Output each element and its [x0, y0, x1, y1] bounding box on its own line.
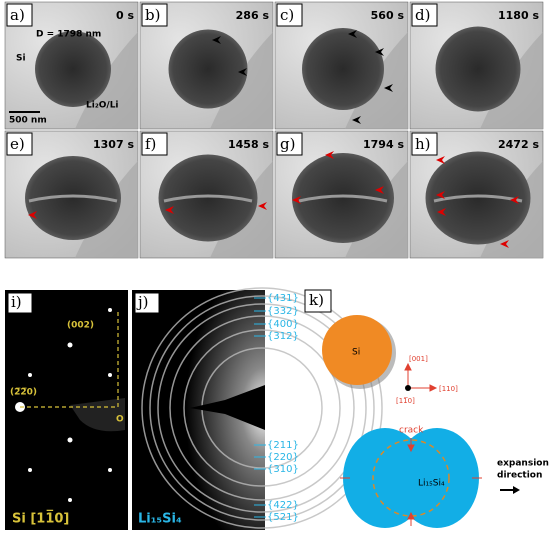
arrow: [437, 208, 446, 216]
label-box: [276, 3, 303, 27]
ring-label: {220}: [267, 452, 299, 463]
ring-label: {312}: [267, 331, 299, 342]
time-label: 2472 s: [498, 138, 539, 151]
particle: [425, 151, 531, 245]
label-box: [6, 3, 33, 27]
panel-label: g): [280, 135, 295, 153]
time-label: 286 s: [236, 9, 270, 22]
ring-labels: {431} {332} {400}{312} {211}{220}{310} {422}…: [254, 293, 299, 523]
tem-panel: e) 1307 s: [4, 130, 139, 259]
ring-label: {422}: [267, 500, 299, 511]
particle: [158, 154, 258, 242]
tem-grid: a) 0 s b) 286 s c) 560 s d) 1180 s e) 1307 s f) 145…: [4, 1, 544, 259]
crack: [163, 194, 253, 203]
panel-label: b): [145, 6, 160, 24]
panel-label: f): [145, 135, 156, 153]
arrow: [436, 156, 445, 164]
tem-panel: a) 0 s: [4, 1, 139, 130]
panel-label: k): [309, 291, 324, 309]
substrate-label: Li₂O/Li: [86, 101, 119, 111]
tem-panel: g) 1794 s: [274, 130, 409, 259]
particle: [168, 29, 248, 109]
panel-label: c): [280, 6, 294, 24]
diameter-label: D = 1798 nm: [36, 30, 101, 40]
time-label: 1794 s: [363, 138, 404, 151]
tem-panel: d) 1180 s: [409, 1, 544, 130]
arrow: [352, 116, 361, 124]
time-label: 1458 s: [228, 138, 269, 151]
panel-k: k) Si [001] [110] [11̅0] crack Li₁₅Si₄ e…: [304, 289, 549, 528]
spot-label: (002): [67, 321, 94, 331]
arrow: [348, 30, 357, 38]
panel-j: j) {431}{332}{400}{312}{211}{220}{310}{4…: [132, 287, 383, 530]
arrow: [325, 151, 334, 159]
arrow: [436, 191, 445, 199]
particle-label: Si: [352, 348, 360, 358]
panel-label: j): [136, 293, 149, 311]
si-particle: [322, 315, 392, 385]
arrow: [510, 196, 519, 204]
phase-label: Li₁₅Si₄: [138, 512, 182, 527]
ring-label: {332}: [267, 306, 299, 317]
label-box: [6, 132, 33, 156]
panel-i: i) (002) (2̅2̅0) O Si [11̅0]: [5, 290, 128, 530]
label-box: [141, 3, 168, 27]
tem-panel: c) 560 s: [274, 1, 409, 130]
particle: [435, 26, 521, 112]
panel-label: e): [10, 135, 25, 153]
arrow: [375, 186, 384, 194]
scale-label: 500 nm: [9, 116, 47, 126]
ring-label: {521}: [267, 512, 299, 523]
particle: [25, 156, 121, 240]
particle: [292, 153, 394, 243]
tem-panel: h) 2472 s: [409, 130, 544, 259]
time-label: 0 s: [116, 9, 134, 22]
expansion-label: expansion: [497, 459, 549, 469]
panel-a-labels: D = 1798 nm Si Li₂O/Li 500 nm: [9, 30, 119, 126]
arrow: [384, 84, 393, 92]
spot-label: (2̅2̅0): [10, 388, 37, 398]
arrow: [165, 206, 174, 214]
origin-label: O: [116, 415, 124, 425]
crack-label: crack: [399, 426, 424, 436]
label-box: [411, 3, 438, 27]
time-label: 560 s: [371, 9, 405, 22]
axis-label: [110]: [439, 385, 458, 393]
axis-label: [11̅0]: [396, 397, 415, 405]
panel-label: d): [415, 6, 430, 24]
ring-label: {211}: [267, 440, 299, 451]
arrow: [238, 68, 247, 76]
arrow: [28, 211, 37, 219]
ring-label: {400}: [267, 319, 299, 330]
expansion-label: direction: [497, 471, 542, 481]
crack: [28, 194, 118, 203]
panel-label: h): [415, 135, 431, 153]
label-box: [276, 132, 303, 156]
time-label: 1180 s: [498, 9, 539, 22]
tem-panel: b) 286 s: [139, 1, 274, 130]
particle: [302, 28, 384, 110]
zone-label: Si [11̅0]: [12, 511, 69, 526]
panel-label: a): [10, 6, 25, 24]
arrow: [258, 202, 267, 210]
label-box: [411, 132, 438, 156]
arrow: [292, 196, 301, 204]
arrow: [375, 48, 384, 56]
time-label: 1307 s: [93, 138, 134, 151]
ring-label: {431}: [267, 293, 299, 304]
particle: [35, 31, 111, 107]
arrow: [212, 36, 221, 44]
axis-label: [001]: [409, 355, 428, 363]
tem-panel: f) 1458 s: [139, 130, 274, 259]
arrow: [500, 240, 509, 248]
phase-label: Li₁₅Si₄: [418, 479, 445, 489]
crack: [298, 194, 388, 203]
label-box: [141, 132, 168, 156]
ring-label: {310}: [267, 464, 299, 475]
particle-label: Si: [16, 54, 26, 64]
panel-label: i): [11, 293, 22, 311]
